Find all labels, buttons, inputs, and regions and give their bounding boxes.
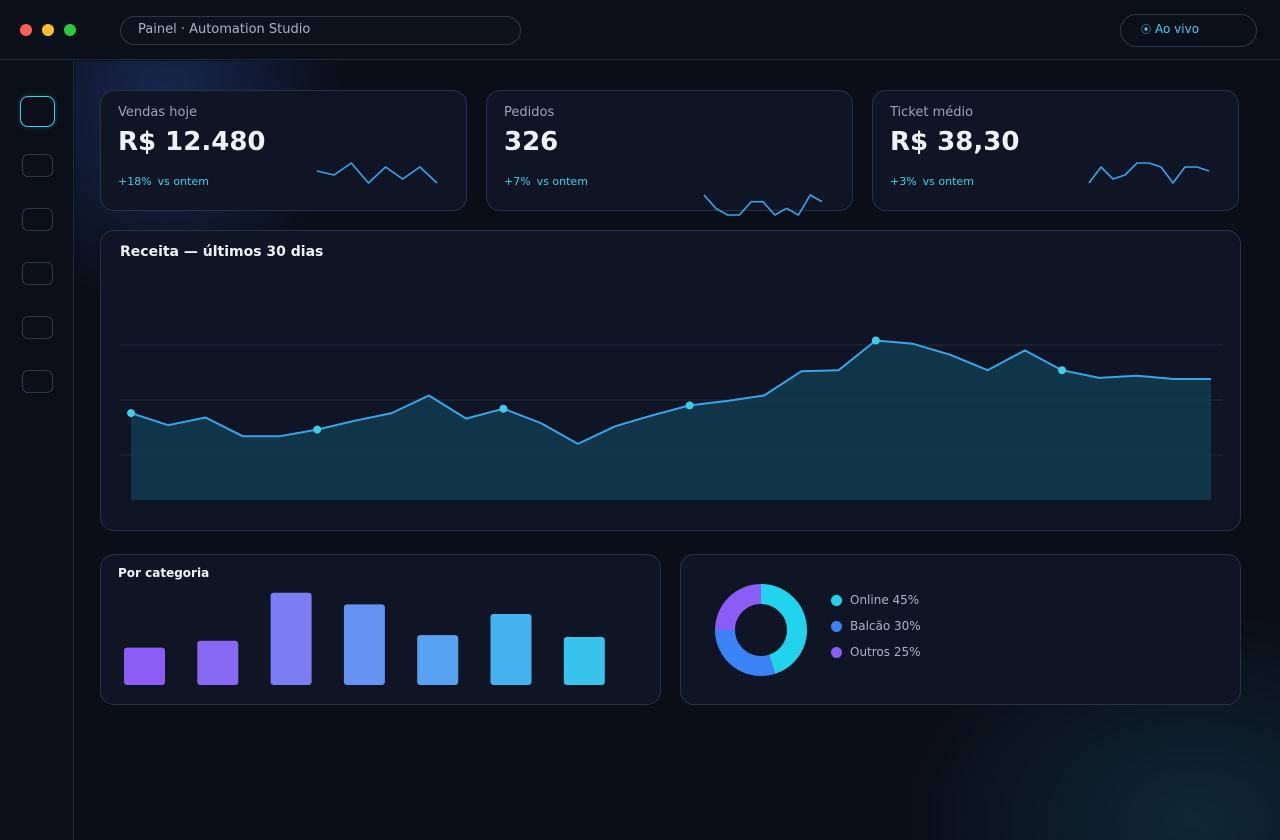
revenue-point[interactable] [499,404,508,413]
category-bar[interactable] [270,592,312,685]
revenue-chart-card: Receita — últimos 30 dias [100,230,1241,531]
dashboard-main: Vendas hoje R$ 12.480 +18% vs ontem Pedid… [75,61,1280,840]
window-topbar: Painel · Automation Studio ⦿ Ao vivo [0,0,1280,60]
kpi-delta: +18% vs ontem [118,175,209,188]
legend-swatch [831,621,842,632]
donut-segment[interactable] [715,629,776,676]
legend-swatch [831,595,842,606]
kpi-value: R$ 12.480 [118,127,266,157]
revenue-point[interactable] [127,409,135,418]
kpi-delta-value: +18% [118,175,152,188]
sidebar [0,61,74,840]
category-bar[interactable] [343,604,385,685]
kpi-delta-suffix: vs ontem [536,175,588,188]
legend-label: Outros 25% [850,645,921,659]
category-chart-card: Por categoria [100,554,661,705]
kpi-delta: +7% vs ontem [504,175,588,188]
legend-swatch [831,647,842,658]
sidebar-item-6[interactable] [22,370,53,393]
kpi-card-sales[interactable]: Vendas hoje R$ 12.480 +18% vs ontem [100,90,467,211]
sparkline-series [1088,162,1210,184]
channel-chart-card: Online 45% Balcão 30% Outros 25% [680,554,1241,705]
category-chart [124,592,605,685]
kpi-delta-suffix: vs ontem [157,175,209,188]
address-bar[interactable]: Painel · Automation Studio [120,16,521,45]
kpi-card-orders[interactable]: Pedidos 326 +7% vs ontem [486,90,853,216]
close-window-button[interactable] [20,24,32,36]
kpi-delta-value: +7% [504,175,531,188]
sidebar-item-1[interactable] [20,96,55,127]
sidebar-item-3[interactable] [22,208,53,231]
sparkline-series [703,194,823,216]
kpi-delta-value: +3% [890,175,917,188]
sparkline-series [316,162,438,184]
channel-donut-chart [715,584,807,676]
legend-label: Balcão 30% [850,619,921,633]
sparkline [703,194,823,216]
sidebar-item-2[interactable] [22,154,53,177]
kpi-value: 326 [504,127,559,157]
category-bar[interactable] [197,640,239,685]
kpi-value: R$ 38,30 [890,127,1020,157]
revenue-area [131,340,1211,500]
category-bar[interactable] [124,647,165,685]
legend-label: Online 45% [850,593,920,607]
revenue-point[interactable] [313,425,322,434]
minimize-window-button[interactable] [42,24,54,36]
address-text: Painel · Automation Studio [138,22,311,37]
maximize-window-button[interactable] [64,24,76,36]
revenue-chart-title: Receita — últimos 30 dias [120,244,324,260]
revenue-point[interactable] [1058,366,1067,375]
category-bar[interactable] [563,637,605,685]
revenue-line [130,339,1211,445]
kpi-delta-suffix: vs ontem [922,175,974,188]
sidebar-item-4[interactable] [22,262,53,285]
donut-segment[interactable] [715,584,762,631]
revenue-point[interactable] [685,401,694,410]
donut-segment[interactable] [760,584,807,674]
kpi-delta: +3% vs ontem [890,175,974,188]
kpi-label: Pedidos [504,105,555,120]
sidebar-item-5[interactable] [22,316,53,339]
category-bar[interactable] [490,614,532,685]
live-icon: ⦿ [1141,25,1151,36]
legend-item-balcao: Balcão 30% [831,618,921,644]
kpi-label: Ticket médio [890,105,974,120]
category-chart-title: Por categoria [118,566,210,580]
legend-item-online: Online 45% [831,592,921,618]
revenue-chart [120,336,1222,500]
kpi-label: Vendas hoje [118,105,198,120]
revenue-point[interactable] [871,336,880,345]
live-button[interactable]: ⦿ Ao vivo [1120,14,1257,47]
legend-item-outros: Outros 25% [831,644,921,670]
sparkline [316,162,438,184]
live-label: Ao vivo [1155,22,1200,36]
kpi-card-ticket[interactable]: Ticket médio R$ 38,30 +3% vs ontem [872,90,1239,211]
channel-legend: Online 45% Balcão 30% Outros 25% [831,592,921,670]
sparkline [1088,162,1210,184]
category-bar[interactable] [417,635,459,685]
